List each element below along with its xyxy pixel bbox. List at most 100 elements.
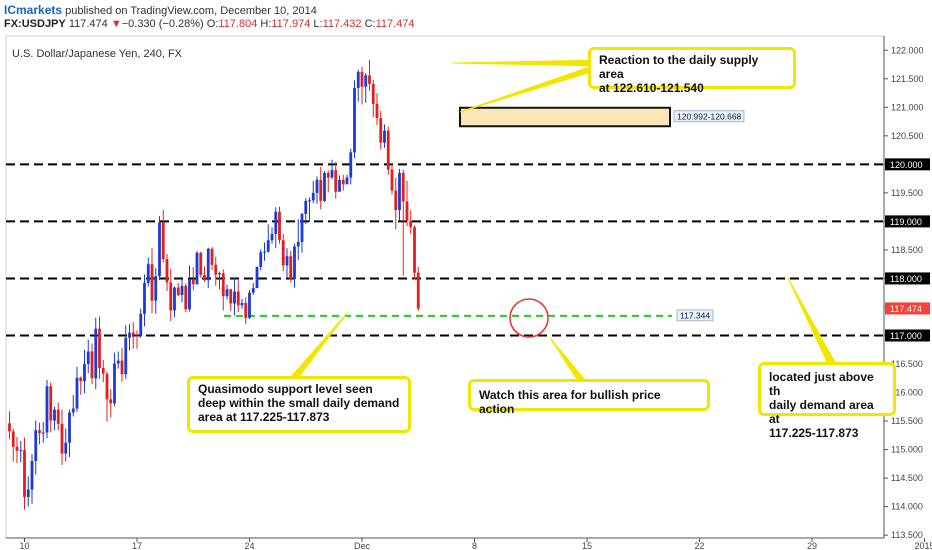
candle-body xyxy=(394,190,398,210)
candle-body xyxy=(11,431,15,447)
candle-body xyxy=(270,233,274,241)
x-tick-label: 17 xyxy=(132,541,142,550)
y-tick-label: 114.000 xyxy=(891,502,923,512)
candle-body xyxy=(191,279,195,285)
y-tick-label: 121.500 xyxy=(891,74,924,84)
callout-line: 117.225-117.873 xyxy=(769,426,859,440)
candle-body xyxy=(300,213,304,242)
candle-body xyxy=(263,251,266,253)
candle-body xyxy=(319,179,323,201)
low-label: L: xyxy=(313,18,323,30)
candle-body xyxy=(289,256,293,280)
candle-body xyxy=(75,377,79,409)
candle-body xyxy=(34,430,38,461)
candle-body xyxy=(105,373,109,400)
callout-line: at 122.610-121.540 xyxy=(599,81,704,95)
candle-body xyxy=(285,256,289,266)
published-text: published on TradingView.com, December 1… xyxy=(62,5,317,17)
supply-zone-tag-label: 120.992-120.668 xyxy=(677,111,742,121)
candle-body xyxy=(248,292,251,318)
level-tag xyxy=(885,272,930,285)
callout-line: Watch this area for bullish price action xyxy=(479,388,661,416)
candle-body xyxy=(401,172,405,202)
callout-line: area at 117.225-117.873 xyxy=(198,410,330,424)
high-label: H: xyxy=(260,18,272,30)
x-tick-label: 2015 xyxy=(914,541,932,550)
candle-body xyxy=(23,450,26,497)
candle-body xyxy=(255,267,259,289)
x-tick-label: 24 xyxy=(244,541,254,550)
candle-body xyxy=(240,302,244,306)
x-tick-label: 8 xyxy=(472,541,477,550)
candle-body xyxy=(90,351,94,379)
callout-demand-area: located just above th daily demand area … xyxy=(758,362,896,440)
candle-body xyxy=(56,409,60,424)
callout-line: Quasimodo support level seen xyxy=(198,382,373,396)
level-tag-label: 118.000 xyxy=(890,274,922,284)
candle-body xyxy=(176,287,180,295)
candle-body xyxy=(143,283,146,314)
candle-body xyxy=(173,287,176,311)
candle-body xyxy=(293,246,296,280)
candle-body xyxy=(360,71,364,87)
chart-title: U.S. Dollar/Japanese Yen, 240, FX xyxy=(12,48,183,60)
candle-body xyxy=(26,489,30,497)
change-value: −0.330 (−0.28%) xyxy=(121,18,204,30)
quasimodo-tag xyxy=(676,309,714,322)
candle-body xyxy=(349,152,353,178)
candle-body xyxy=(398,172,401,210)
close-value: 117.474 xyxy=(375,18,415,30)
candle-body xyxy=(146,264,150,284)
candle-body xyxy=(86,351,90,365)
callout-line: daily demand area at xyxy=(769,398,874,426)
candle-body xyxy=(386,130,390,170)
brand-name[interactable]: ICmarkets xyxy=(4,3,63,17)
y-tick-label: 122.000 xyxy=(891,45,924,55)
y-tick-label: 118.500 xyxy=(891,245,923,255)
candle-body xyxy=(139,313,143,337)
candle-body xyxy=(64,442,68,454)
high-value: 117.974 xyxy=(271,18,311,30)
candle-body xyxy=(405,201,409,221)
candle-body xyxy=(150,264,154,301)
candle-body xyxy=(83,364,86,382)
candle-body xyxy=(330,170,334,178)
candle-body xyxy=(353,87,356,153)
x-tick-label: 10 xyxy=(19,541,29,550)
candle-body xyxy=(315,179,319,193)
candle-body xyxy=(311,192,315,201)
x-tick-label: Dec xyxy=(354,541,371,550)
x-tick-label: 22 xyxy=(694,541,704,550)
candle-body xyxy=(281,240,285,266)
candle-body xyxy=(45,386,49,433)
candle-body xyxy=(364,75,368,87)
candle-body xyxy=(195,252,199,285)
candle-body xyxy=(49,386,53,421)
candle-body xyxy=(165,259,169,283)
candle-body xyxy=(180,285,184,295)
candle-body xyxy=(113,363,116,404)
change-down-icon: ▼ xyxy=(110,18,122,30)
candle-body xyxy=(390,169,394,191)
last-price-tag-label: 117.474 xyxy=(890,304,922,314)
candle-body xyxy=(203,275,206,281)
candle-body xyxy=(225,289,229,297)
candle-body xyxy=(375,103,379,119)
candle-body xyxy=(233,291,236,304)
candle-body xyxy=(278,211,281,241)
candle-body xyxy=(30,460,34,490)
level-tag xyxy=(885,329,930,342)
candle-body xyxy=(409,220,413,228)
open-value: 117.804 xyxy=(218,18,258,30)
candle-body xyxy=(154,276,158,301)
candle-body xyxy=(274,211,278,234)
candle-body xyxy=(199,252,203,276)
candle-body xyxy=(334,170,338,192)
candle-body xyxy=(98,328,101,369)
candle-body xyxy=(338,179,341,192)
level-tag-label: 119.000 xyxy=(890,217,922,227)
candle-body xyxy=(53,409,56,421)
open-label: O: xyxy=(206,18,219,30)
last-price-value: 117.474 xyxy=(68,18,108,30)
